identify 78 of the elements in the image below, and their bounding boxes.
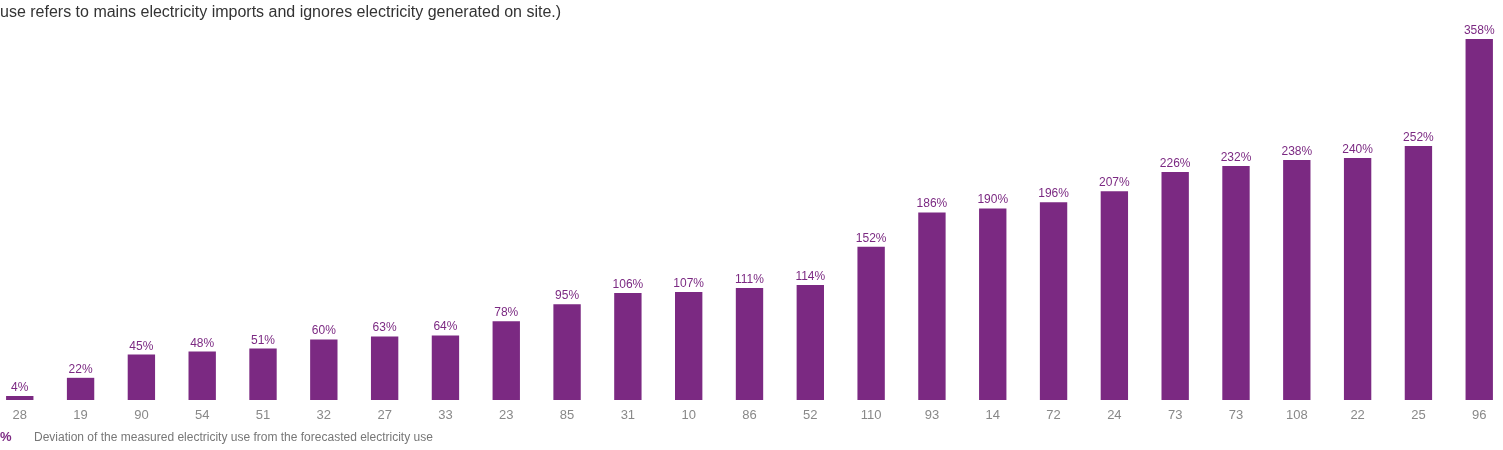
text: Deviation of the measured electricity use from the forecasted electricity use xyxy=(34,430,434,444)
bar xyxy=(249,348,277,400)
data-label: 238% xyxy=(1281,144,1313,159)
x-tick-label: 110 xyxy=(860,406,882,422)
x-tick-label: 72 xyxy=(1046,406,1061,422)
data-label: 95% xyxy=(555,288,580,303)
x-tick-label: 51 xyxy=(255,406,271,422)
bar xyxy=(1465,39,1493,400)
data-label: 4% xyxy=(11,379,29,394)
bar xyxy=(796,285,824,400)
x-tick-label: 14 xyxy=(985,406,1000,422)
x-tick-label: 52 xyxy=(803,406,818,422)
bar xyxy=(735,288,764,400)
data-label: 22% xyxy=(68,361,93,376)
bar xyxy=(1343,157,1372,400)
bar xyxy=(979,208,1007,400)
bar xyxy=(1222,166,1250,400)
bar xyxy=(1100,191,1129,400)
x-tick-label: 27 xyxy=(377,406,392,422)
bar xyxy=(918,212,946,400)
bar xyxy=(6,395,34,400)
bar xyxy=(675,292,703,400)
x-tick-label: 85 xyxy=(559,406,575,422)
x-tick-label: 33 xyxy=(438,406,453,422)
x-tick-label: 10 xyxy=(681,406,696,422)
bar xyxy=(1039,202,1068,400)
x-tick-label: 93 xyxy=(924,406,940,422)
data-label: 232% xyxy=(1220,150,1252,165)
bar xyxy=(614,293,642,400)
data-label: 48% xyxy=(190,335,215,350)
x-tick-label: 86 xyxy=(742,406,757,422)
legend-title: % xyxy=(0,429,12,444)
data-label: 196% xyxy=(1038,186,1070,201)
data-label: 78% xyxy=(494,305,519,320)
data-label: 358% xyxy=(1463,23,1495,37)
data-label: 51% xyxy=(250,332,276,347)
data-label: 226% xyxy=(1159,156,1191,171)
x-tick-label: 96 xyxy=(1472,406,1487,422)
data-label: 190% xyxy=(977,192,1009,207)
bar xyxy=(370,336,399,400)
bar xyxy=(1404,145,1433,400)
x-tick-label: 73 xyxy=(1228,406,1244,422)
data-label: 252% xyxy=(1403,129,1435,144)
bar xyxy=(553,304,581,400)
bar xyxy=(1161,172,1189,400)
bar xyxy=(127,354,156,400)
x-tick-label: 23 xyxy=(499,406,514,422)
x-tick-label: 22 xyxy=(1350,406,1365,422)
x-tick-label: 32 xyxy=(316,406,332,422)
bar xyxy=(857,246,885,400)
data-label: 63% xyxy=(372,320,397,335)
x-tick-label: 28 xyxy=(12,406,27,422)
x-tick-label: 24 xyxy=(1107,406,1122,422)
x-tick-label: 90 xyxy=(134,406,149,422)
data-label: 186% xyxy=(916,196,948,211)
x-tick-label: 25 xyxy=(1411,406,1426,422)
data-label: 207% xyxy=(1099,175,1131,190)
bar xyxy=(66,377,95,400)
chart-title: use refers to mains electricity imports and ignores electricity generated on site.) xyxy=(0,3,562,20)
data-label: 107% xyxy=(673,276,705,291)
bar xyxy=(492,321,520,400)
data-label: 111% xyxy=(735,272,765,287)
bar xyxy=(310,339,338,400)
x-tick-label: 31 xyxy=(620,406,636,422)
data-label: 106% xyxy=(612,277,644,292)
data-label: 240% xyxy=(1342,141,1374,156)
x-tick-label: 54 xyxy=(194,406,210,422)
data-label: 45% xyxy=(129,338,154,353)
data-label: 152% xyxy=(855,230,887,245)
data-label: 60% xyxy=(311,323,337,338)
x-tick-label: 108 xyxy=(1285,406,1308,422)
bar xyxy=(431,335,460,400)
x-tick-label: 73 xyxy=(1167,406,1183,422)
x-tick-label: 19 xyxy=(73,406,88,422)
bar xyxy=(1283,160,1311,400)
data-label: 64% xyxy=(433,319,458,334)
data-label: 114% xyxy=(795,269,826,284)
bar xyxy=(188,351,216,400)
